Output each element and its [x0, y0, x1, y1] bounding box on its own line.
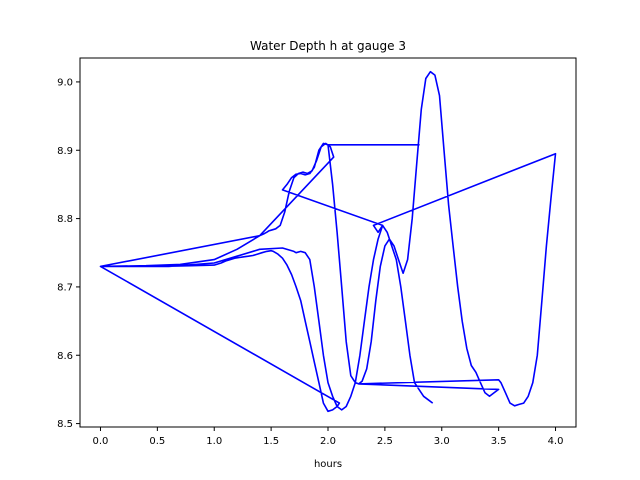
y-axis-ticks: 8.5 8.6 8.7 8.8 8.9 9.0: [57, 77, 80, 430]
x-tick-label: 0.0: [93, 436, 109, 447]
chart-title: Water Depth h at gauge 3: [250, 39, 406, 53]
y-tick-label: 8.7: [57, 282, 73, 293]
x-tick-label: 1.0: [206, 436, 222, 447]
x-tick-label: 3.0: [434, 436, 450, 447]
y-tick-label: 9.0: [57, 77, 73, 88]
y-tick-label: 8.9: [57, 146, 73, 157]
plot-lines: [99, 70, 557, 413]
x-tick-label: 2.5: [377, 436, 393, 447]
x-axis-label: hours: [314, 459, 342, 470]
x-tick-label: 4.0: [548, 436, 564, 447]
y-tick-label: 8.8: [57, 214, 73, 225]
x-tick-label: 2.0: [320, 436, 336, 447]
x-tick-label: 1.5: [263, 436, 279, 447]
y-tick-label: 8.5: [57, 419, 73, 430]
series-line-0: [99, 70, 557, 413]
x-tick-label: 0.5: [149, 436, 165, 447]
y-tick-label: 8.6: [57, 351, 73, 362]
x-axis-ticks: 0.0 0.5 1.0 1.5 2.0 2.5 3.0 3.5 4.0: [93, 427, 564, 447]
x-tick-label: 3.5: [491, 436, 507, 447]
